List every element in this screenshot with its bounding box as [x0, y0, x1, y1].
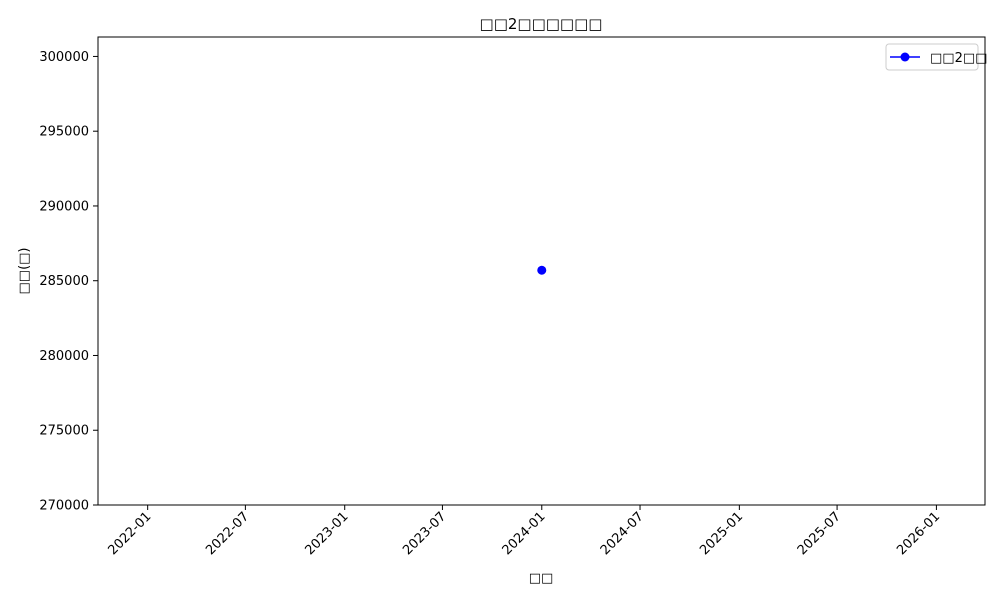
- x-tick-label: 2025-01: [697, 509, 746, 558]
- y-tick-label: 270000: [39, 499, 89, 514]
- y-tick-label: 300000: [39, 50, 89, 65]
- chart-title: □□2□□□□□□: [480, 15, 603, 33]
- x-tick-label: 2023-01: [303, 509, 352, 558]
- legend-marker: [900, 52, 910, 62]
- x-axis: 2022-01 2022-07 2023-01 2023-07 2024-01 2024-…: [105, 505, 943, 558]
- y-tick-label: 285000: [39, 274, 89, 289]
- x-tick-label: 2022-07: [203, 509, 252, 558]
- y-tick-label: 275000: [39, 424, 89, 439]
- y-axis: 270000 275000 280000 285000 290000 295000 3000…: [39, 50, 98, 514]
- y-tick-label: 280000: [39, 349, 89, 364]
- y-axis-title: □□(□): [17, 248, 32, 295]
- legend-label: □□2□□: [930, 51, 987, 66]
- x-tick-label: 2025-07: [795, 509, 844, 558]
- data-point: [537, 265, 547, 275]
- x-tick-label: 2024-01: [500, 509, 549, 558]
- y-tick-label: 295000: [39, 125, 89, 140]
- x-tick-label: 2023-07: [400, 509, 449, 558]
- legend-box: [885, 43, 979, 71]
- x-axis-title: □□: [529, 571, 554, 586]
- y-tick-label: 290000: [39, 199, 89, 214]
- series-marks: [537, 265, 547, 275]
- legend: □□2□□: [885, 43, 987, 71]
- x-tick-label: 2026-01: [894, 509, 943, 558]
- x-tick-label: 2024-07: [598, 509, 647, 558]
- x-tick-label: 2022-01: [105, 509, 154, 558]
